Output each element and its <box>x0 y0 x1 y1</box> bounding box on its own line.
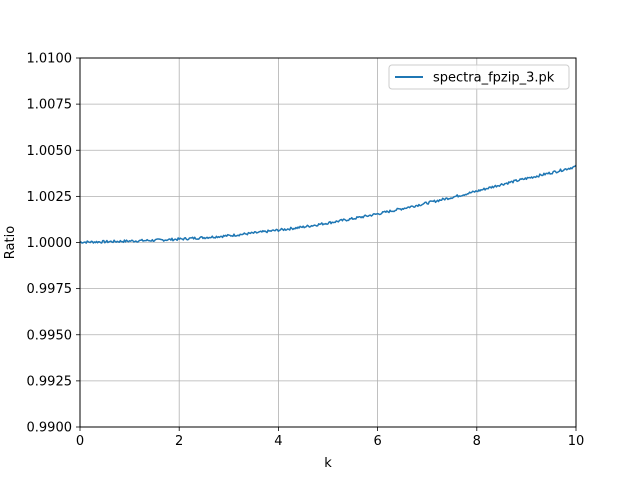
y-tick-label: 0.9950 <box>27 328 73 343</box>
x-tick-label: 6 <box>373 434 381 449</box>
legend-entry-label: spectra_fpzip_3.pk <box>433 71 555 86</box>
y-tick-label: 1.0000 <box>27 236 73 251</box>
y-tick-label: 1.0075 <box>27 98 73 113</box>
series-layer <box>79 164 577 244</box>
series-line <box>79 164 577 244</box>
ticks: 0 2 4 6 8 10 0.9900 0.9925 0.9950 0.9975 1.0000 1.0… <box>27 52 585 450</box>
y-axis-label: Ratio <box>3 226 18 259</box>
x-tick-label: 4 <box>274 434 282 449</box>
grid <box>79 57 577 428</box>
y-tick-label: 1.0100 <box>27 52 73 67</box>
legend-box <box>388 64 570 90</box>
x-tick-label: 10 <box>568 434 585 449</box>
y-tick-label: 1.0025 <box>27 190 73 205</box>
x-tick-label: 8 <box>473 434 481 449</box>
x-axis-label: k <box>324 456 332 471</box>
y-tick-label: 1.0050 <box>27 144 73 159</box>
legend: spectra_fpzip_3.pk <box>388 64 570 90</box>
y-tick-label: 0.9925 <box>27 374 73 389</box>
x-tick-label: 2 <box>175 434 183 449</box>
y-tick-label: 0.9900 <box>27 421 73 436</box>
x-tick-label: 0 <box>76 434 84 449</box>
y-tick-label: 0.9975 <box>27 282 73 297</box>
